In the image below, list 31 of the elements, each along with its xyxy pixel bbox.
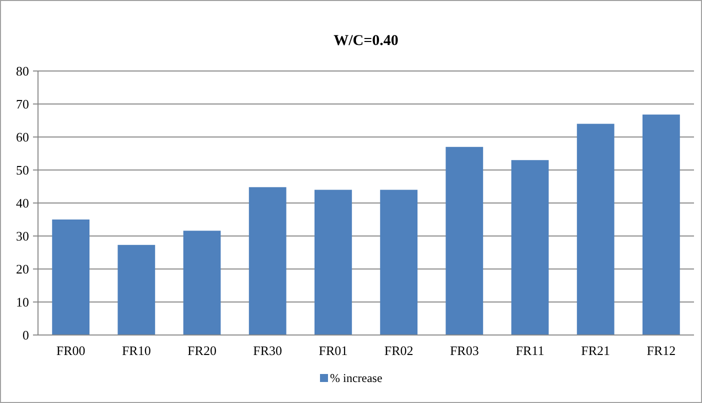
bar (446, 146, 484, 335)
bar (380, 190, 418, 335)
y-tick-label: 30 (16, 228, 29, 244)
y-tick-label: 50 (16, 162, 29, 178)
x-tick-label: FR21 (581, 343, 610, 358)
x-tick-label: FR03 (450, 343, 479, 358)
y-tick-label: 0 (22, 328, 29, 343)
bar (118, 244, 156, 335)
bar (576, 124, 614, 335)
legend-label: % increase (330, 371, 382, 385)
x-tick-label: FR11 (516, 343, 544, 358)
x-tick-label: FR30 (253, 343, 282, 358)
x-tick-label: FR01 (318, 343, 348, 358)
y-tick-label: 20 (16, 262, 29, 277)
x-tick-label: FR00 (56, 343, 86, 358)
x-tick-label: FR10 (122, 343, 151, 358)
bar (248, 187, 286, 335)
bar (183, 230, 221, 335)
y-tick-label: 60 (16, 130, 29, 145)
y-tick-label: 10 (16, 294, 29, 310)
x-tick-label: FR12 (646, 343, 676, 358)
x-tick-label: FR20 (188, 343, 216, 358)
x-tick-label: FR02 (384, 343, 414, 358)
y-tick-label: 40 (16, 196, 29, 211)
bar (642, 114, 680, 335)
bar (52, 220, 90, 335)
bar (511, 160, 549, 335)
chart-title: W/C=0.40 (334, 33, 398, 49)
y-tick-label: 80 (16, 64, 29, 79)
y-tick-label: 70 (16, 96, 29, 112)
bar (314, 190, 352, 335)
